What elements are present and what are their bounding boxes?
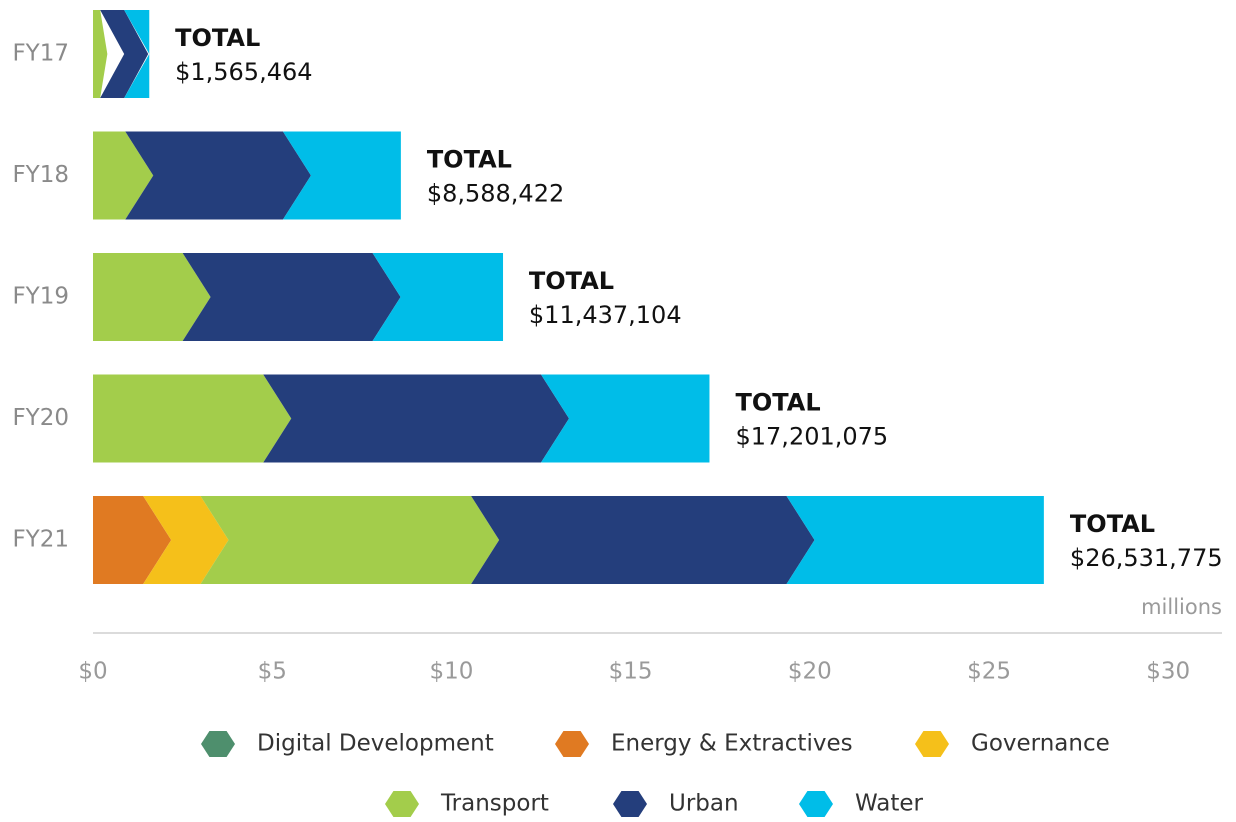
total-label: $1,565,464 [175,58,312,86]
bar-segment [282,131,401,220]
total-label: $8,588,422 [427,180,564,208]
legend-swatch [915,731,949,757]
legend-label: Transport [440,791,549,817]
category-label: FY20 [12,405,69,431]
total-heading: TOTAL [427,146,512,174]
bar-segment [541,374,710,463]
x-tick-label: $5 [258,659,287,685]
x-tick-label: $0 [78,659,107,685]
legend-swatch [555,731,589,757]
total-heading: TOTAL [175,24,260,52]
x-tick-label: $25 [967,659,1011,685]
legend-swatch [201,731,235,757]
bar-segment [182,253,401,341]
legend-label: Digital Development [257,731,494,757]
legend-label: Governance [971,731,1110,757]
total-heading: TOTAL [1070,510,1155,538]
total-heading: TOTAL [736,389,821,417]
bar-segment [200,496,500,584]
total-label: $11,437,104 [529,301,682,329]
bar-segment [372,253,504,341]
category-label: FY19 [12,284,69,310]
total-label: $17,201,075 [736,423,889,451]
legend-label: Urban [669,791,739,817]
x-tick-label: $15 [609,659,653,685]
total-heading: TOTAL [529,267,614,295]
legend-swatch [385,791,419,817]
legend-label: Energy & Extractives [611,731,853,757]
x-tick-label: $30 [1146,659,1190,685]
legend-label: Water [855,791,924,817]
bar-segment [93,496,172,584]
bar-segment [125,131,311,220]
bar-segment [100,10,149,98]
bar-segment [263,374,570,463]
total-label: $26,531,775 [1070,544,1223,572]
category-label: FY18 [12,162,69,188]
x-tick-label: $10 [429,659,473,685]
bar-segment [93,374,292,463]
x-axis-label: millions [1141,595,1222,619]
bar-segment [786,496,1044,584]
bar-segment [471,496,815,584]
bar-segment [93,131,154,220]
bar-segment [93,10,108,98]
legend-swatch [799,791,833,817]
category-label: FY21 [12,527,69,553]
bar-segment [124,10,150,98]
bar-segment [143,496,229,584]
legend-swatch [613,791,647,817]
category-label: FY17 [12,41,69,67]
bar-segment [93,253,211,341]
x-tick-label: $20 [788,659,832,685]
